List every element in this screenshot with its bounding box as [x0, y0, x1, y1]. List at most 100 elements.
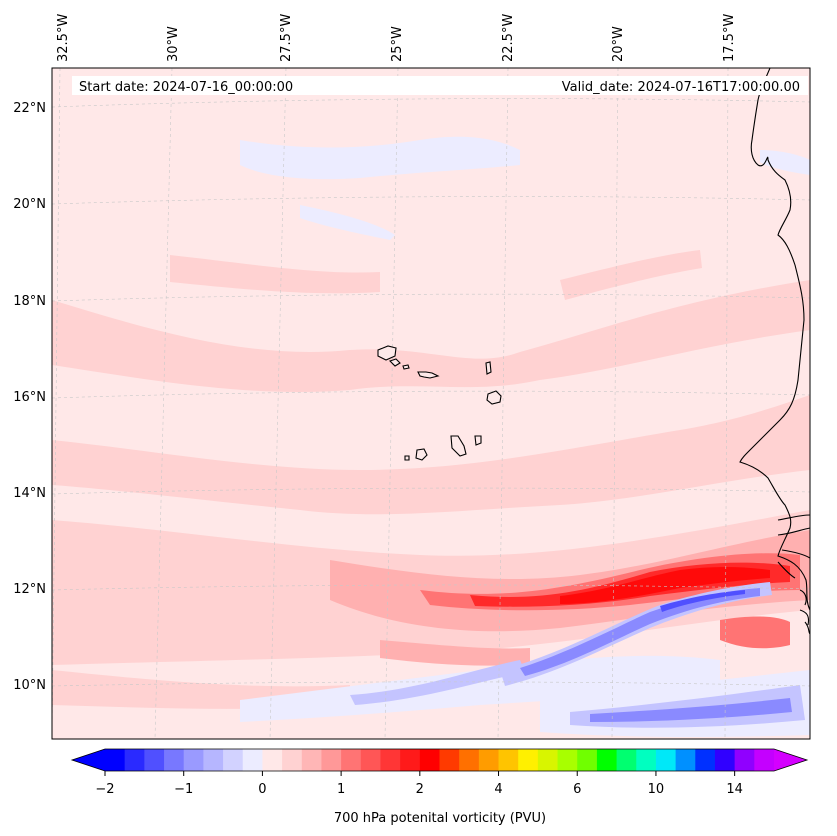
colorbar-cell: [754, 749, 775, 771]
island-sao-vicente: [388, 358, 401, 367]
colorbar-tick-label: 14: [726, 782, 743, 797]
colorbar-tick-label: −2: [95, 782, 114, 797]
colorbar-tick-label: 1: [337, 782, 345, 797]
colorbar-cell: [419, 749, 440, 771]
island-boa-vista: [486, 390, 502, 405]
date-header-box: [72, 76, 808, 95]
lat-label: 16°N: [13, 390, 46, 405]
longitude-labels: 32.5°W 30°W 27.5°W 25°W 22.5°W 20°W 17.5…: [56, 14, 737, 62]
colorbar-cell: [498, 749, 519, 771]
colorbar-cell: [124, 749, 145, 771]
colorbar-cell: [675, 749, 696, 771]
lat-label: 12°N: [13, 582, 46, 597]
colorbar-cell: [714, 749, 736, 771]
colorbar: −2 −1 0 1 2 4 6 10 14 700 hPa potenital vorticit…: [70, 748, 809, 826]
lon-label: 32.5°W: [56, 14, 71, 62]
colorbar-cell: [439, 749, 460, 771]
pv-band-weak-negative: [240, 655, 720, 722]
coastline-west-africa: [739, 68, 810, 611]
pv-band-weak-positive: [170, 255, 380, 294]
colorbar-ticks: −2 −1 0 1 2 4 6 10 14: [95, 771, 743, 797]
pv-band-strong-negative: [520, 588, 760, 676]
colorbar-cell: [144, 749, 165, 771]
colorbar-cell: [518, 749, 539, 771]
colorbar-cell: [537, 749, 559, 771]
colorbar-under-arrow: [72, 749, 105, 771]
date-header: Start date: 2024-07-16_00:00:00 Valid_da…: [72, 76, 808, 95]
colorbar-cell: [203, 749, 224, 771]
colorbar-tick-label: −1: [174, 782, 193, 797]
lat-label: 18°N: [13, 294, 46, 309]
island-santiago: [450, 435, 467, 457]
colorbar-tick-label: 4: [494, 782, 502, 797]
lon-label: 27.5°W: [279, 14, 294, 62]
colorbar-tick-label: 2: [416, 782, 424, 797]
colorbar-cell: [301, 749, 322, 771]
lat-label: 20°N: [13, 197, 46, 212]
colorbar-cell: [577, 749, 598, 771]
start-date-label: Start date: 2024-07-16_00:00:00: [79, 80, 293, 95]
coastline-senegal-gambia: [777, 514, 810, 559]
pv-band-weak-positive: [560, 250, 702, 300]
cape-verde-islands: [377, 345, 502, 461]
colorbar-cell: [459, 749, 480, 771]
lon-label: 25°W: [390, 26, 405, 62]
lat-label: 10°N: [13, 678, 46, 693]
colorbar-tick-label: 10: [648, 782, 665, 797]
pv-band-strong-negative: [590, 698, 792, 722]
colorbar-cell: [734, 749, 755, 771]
pv-core-negative: [660, 590, 745, 612]
colorbar-cell: [380, 749, 401, 771]
colorbar-over-arrow: [774, 749, 807, 771]
colorbar-cell: [105, 749, 126, 771]
lon-label: 30°W: [166, 26, 181, 62]
colorbar-cell: [636, 749, 657, 771]
island-santo-antao: [377, 345, 397, 361]
lon-label: 22.5°W: [501, 14, 516, 62]
lon-label: 20°W: [611, 26, 626, 62]
island-maio: [474, 435, 482, 446]
colorbar-cell: [183, 749, 204, 771]
coastline-bissau-islands: [777, 561, 810, 635]
colorbar-cell: [400, 749, 421, 771]
graticule: [52, 68, 810, 739]
lon-label: 17.5°W: [722, 14, 737, 62]
colorbar-cell: [478, 749, 500, 771]
island-santa-luzia: [402, 364, 410, 370]
colorbar-cell: [262, 749, 283, 771]
colorbar-cell: [695, 749, 716, 771]
lat-label: 14°N: [13, 486, 46, 501]
map-panel: [52, 68, 810, 739]
pv-band-weak-positive: [52, 280, 810, 392]
colorbar-cell: [223, 749, 244, 771]
colorbar-cell: [616, 749, 637, 771]
colorbar-cell: [596, 749, 618, 771]
pv-band-strong-positive: [720, 616, 790, 649]
colorbar-cell: [360, 749, 381, 771]
colorbar-cell: [164, 749, 185, 771]
latitude-labels: 22°N 20°N 18°N 16°N 14°N 12°N 10°N: [13, 101, 46, 693]
pv-band-moderate-positive: [380, 640, 530, 666]
colorbar-cell: [655, 749, 677, 771]
colorbar-cell: [321, 749, 342, 771]
island-brava: [404, 455, 410, 461]
island-sao-nicolau: [417, 371, 440, 379]
colorbar-cells: [105, 749, 775, 771]
colorbar-cell: [282, 749, 303, 771]
pv-peak-positive: [560, 567, 770, 604]
colorbar-tick-label: 0: [258, 782, 266, 797]
lat-label: 22°N: [13, 101, 46, 116]
colorbar-tick-label: 6: [573, 782, 581, 797]
colorbar-cell: [557, 749, 578, 771]
pv-band-weak-negative: [300, 205, 395, 240]
map-frame: [51, 67, 811, 740]
colorbar-cell: [341, 749, 362, 771]
island-sal: [485, 361, 492, 375]
pv-band-weak-positive: [52, 395, 810, 515]
pv-band-weak-negative: [240, 136, 520, 180]
colorbar-cell: [242, 749, 263, 771]
colorbar-title: 700 hPa potenital vorticity (PVU): [334, 811, 546, 826]
pv-band-weak-negative: [760, 150, 810, 175]
pv-band-moderate-negative: [350, 660, 525, 705]
